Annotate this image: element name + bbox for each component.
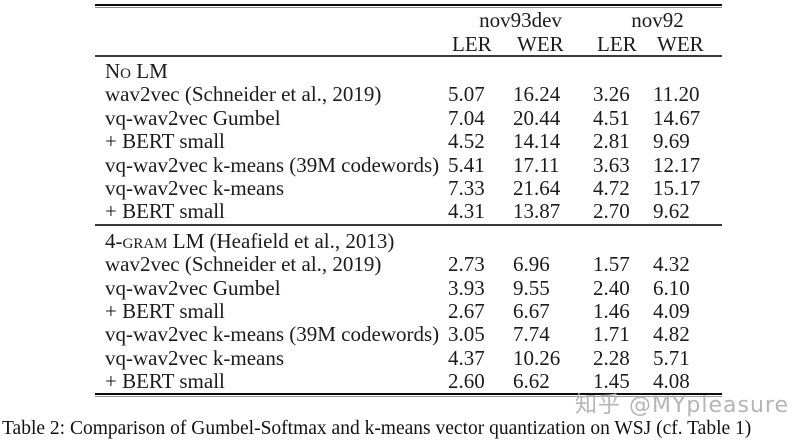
wer-nov92-value: 9.62 — [653, 199, 690, 224]
row-label: + BERT small — [105, 200, 225, 224]
ler-nov93dev-value: 2.67 — [448, 298, 485, 323]
section-divider-rule — [95, 223, 722, 226]
table-row: + BERT small 4.31 13.87 2.70 9.62 — [95, 199, 722, 224]
row-label: wav2vec (Schneider et al., 2019) — [105, 83, 382, 107]
row-label: + BERT small — [105, 130, 225, 154]
wer-nov92-value: 9.69 — [653, 129, 690, 154]
ler-nov92-value: 4.72 — [593, 175, 630, 200]
section-header-label: No LM — [105, 60, 168, 83]
wer-nov92-value: 12.17 — [653, 152, 701, 177]
ler-nov93dev-value: 4.37 — [448, 345, 485, 370]
wer-nov92-value: 6.10 — [653, 275, 690, 300]
row-label: vq-wav2vec k-means (39M codewords) — [105, 323, 440, 347]
wer-nov92-value: 15.17 — [653, 175, 701, 200]
ler-nov92-value: 2.40 — [593, 275, 630, 300]
col-group-nov92: nov92 — [631, 8, 684, 32]
wer-nov93dev-value: 21.64 — [513, 175, 561, 200]
col-header-ler-nov92: LER — [597, 32, 637, 56]
wer-nov92-value: 4.32 — [653, 252, 690, 277]
table-row: vq-wav2vec k-means 7.33 21.64 4.72 15.17 — [95, 175, 722, 200]
ler-nov93dev-value: 3.05 — [448, 322, 485, 347]
row-label: + BERT small — [105, 370, 225, 394]
watermark: 知乎 @MYpleasure — [574, 393, 789, 418]
ler-nov92-value: 1.45 — [593, 369, 630, 394]
table-row: vq-wav2vec Gumbel 3.93 9.55 2.40 6.10 — [95, 275, 722, 300]
table-mid-rule — [95, 55, 722, 57]
section-header-row: 4-gram LM (Heafield et al., 2013) — [95, 230, 722, 253]
ler-nov92-value: 2.81 — [593, 129, 630, 154]
wer-nov93dev-value: 20.44 — [513, 105, 561, 130]
col-header-wer-nov93dev: WER — [517, 32, 564, 56]
row-label: vq-wav2vec Gumbel — [105, 276, 281, 300]
ler-nov93dev-value: 4.52 — [448, 129, 485, 154]
ler-nov92-value: 2.28 — [593, 345, 630, 370]
ler-nov92-value: 1.46 — [593, 298, 630, 323]
row-label: wav2vec (Schneider et al., 2019) — [105, 253, 382, 277]
wer-nov92-value: 4.09 — [653, 298, 690, 323]
wer-nov93dev-value: 17.11 — [513, 152, 560, 177]
column-header-row: LER WER LER WER — [95, 33, 722, 55]
wer-nov93dev-value: 16.24 — [513, 82, 561, 107]
ler-nov92-value: 1.71 — [593, 322, 630, 347]
wer-nov92-value: 4.82 — [653, 322, 690, 347]
wer-nov93dev-value: 10.26 — [513, 345, 561, 370]
ler-nov92-value: 4.51 — [593, 105, 630, 130]
ler-nov93dev-value: 5.07 — [448, 82, 485, 107]
ler-nov92-value: 3.63 — [593, 152, 630, 177]
wer-nov93dev-value: 6.62 — [513, 369, 550, 394]
ler-nov93dev-value: 5.41 — [448, 152, 485, 177]
table-row: wav2vec (Schneider et al., 2019) 5.07 16… — [95, 82, 722, 107]
table-row: vq-wav2vec k-means (39M codewords) 5.41 … — [95, 152, 722, 177]
table-bottom-rule-shadow — [95, 396, 722, 398]
ler-nov93dev-value: 2.60 — [448, 369, 485, 394]
ler-nov92-value: 1.57 — [593, 252, 630, 277]
wer-nov92-value: 5.71 — [653, 345, 690, 370]
table-row: vq-wav2vec k-means 4.37 10.26 2.28 5.71 — [95, 345, 722, 370]
wer-nov93dev-value: 6.96 — [513, 252, 550, 277]
ler-nov92-value: 2.70 — [593, 199, 630, 224]
wer-nov92-value: 4.08 — [653, 369, 690, 394]
results-table: nov93dev nov92 LER WER LER WER No LM wav… — [95, 0, 722, 398]
table-top-rule-shadow — [95, 7, 722, 8]
wer-nov93dev-value: 9.55 — [513, 275, 550, 300]
wer-nov93dev-value: 7.74 — [513, 322, 550, 347]
section-4gram-lm: 4-gram LM (Heafield et al., 2013) wav2ve… — [95, 226, 722, 394]
table-top-rule — [95, 4, 722, 6]
col-header-ler-nov93dev: LER — [452, 32, 492, 56]
table-row: wav2vec (Schneider et al., 2019) 2.73 6.… — [95, 252, 722, 277]
wer-nov93dev-value: 6.67 — [513, 298, 550, 323]
wer-nov93dev-value: 13.87 — [513, 199, 561, 224]
row-label: vq-wav2vec k-means (39M codewords) — [105, 153, 440, 177]
wer-nov92-value: 14.67 — [653, 105, 701, 130]
table-bottom-rule — [95, 393, 722, 396]
row-label: vq-wav2vec k-means — [105, 176, 285, 200]
row-label: vq-wav2vec Gumbel — [105, 106, 281, 130]
table-row: vq-wav2vec k-means (39M codewords) 3.05 … — [95, 322, 722, 347]
row-label: vq-wav2vec k-means — [105, 346, 285, 370]
table-row: + BERT small 2.60 6.62 1.45 4.08 — [95, 369, 722, 394]
wer-nov92-value: 11.20 — [653, 82, 700, 107]
table-row: + BERT small 2.67 6.67 1.46 4.09 — [95, 298, 722, 323]
ler-nov92-value: 3.26 — [593, 82, 630, 107]
ler-nov93dev-value: 4.31 — [448, 199, 485, 224]
wer-nov93dev-value: 14.14 — [513, 129, 561, 154]
table-caption: Table 2: Comparison of Gumbel-Softmax an… — [2, 418, 752, 439]
table-row: + BERT small 4.52 14.14 2.81 9.69 — [95, 129, 722, 154]
section-header-row: No LM — [95, 60, 722, 83]
table-row: vq-wav2vec Gumbel 7.04 20.44 4.51 14.67 — [95, 105, 722, 130]
ler-nov93dev-value: 2.73 — [448, 252, 485, 277]
section-header-label: 4-gram LM (Heafield et al., 2013) — [105, 229, 395, 253]
column-group-header-row: nov93dev nov92 — [95, 8, 722, 33]
row-label: + BERT small — [105, 299, 225, 323]
ler-nov93dev-value: 7.04 — [448, 105, 485, 130]
col-header-wer-nov92: WER — [657, 32, 704, 56]
section-no-lm: No LM wav2vec (Schneider et al., 2019) 5… — [95, 57, 722, 224]
ler-nov93dev-value: 3.93 — [448, 275, 485, 300]
ler-nov93dev-value: 7.33 — [448, 175, 485, 200]
col-group-nov93dev: nov93dev — [479, 8, 562, 32]
